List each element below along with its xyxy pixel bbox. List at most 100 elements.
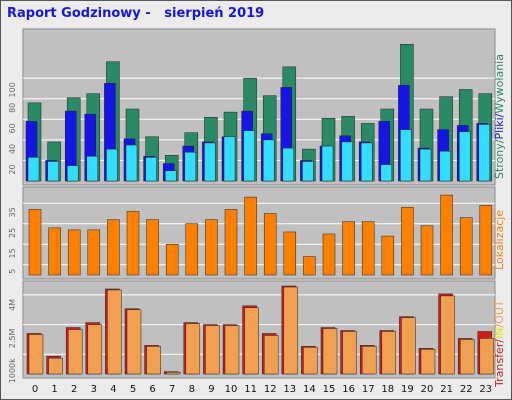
- bar-lokalizacje: [401, 207, 414, 276]
- legend-transfer: Transfer: [493, 342, 506, 388]
- y-tick-label: 40: [8, 144, 17, 154]
- bar-lokalizacje: [420, 225, 434, 276]
- hour-label: 7: [169, 384, 175, 395]
- bar-wywolania: [164, 170, 177, 182]
- y-tick-label: 15: [8, 248, 17, 258]
- y-tick-label: 100: [8, 82, 17, 97]
- bar-lokalizacje: [479, 205, 493, 276]
- legend-transfer-in-out: Transfer/IN/OUT: [493, 300, 506, 388]
- bar-out: [303, 347, 318, 375]
- y-tick-label: 2.5M: [8, 328, 17, 348]
- y-tick-labels: 20 40 60 80 100 5 15 25 35 1000k 2.5M 4M: [8, 82, 17, 383]
- bar-wywolania: [439, 150, 451, 182]
- hour-label: 18: [381, 384, 394, 395]
- hour-label: 17: [362, 384, 375, 395]
- bar-out: [381, 331, 397, 375]
- bar-out: [146, 346, 161, 375]
- bar-out: [28, 334, 44, 375]
- bar-wywolania: [341, 141, 353, 182]
- bar-out: [440, 295, 455, 375]
- bar-wywolania: [321, 145, 334, 182]
- bar-lokalizacje: [303, 256, 316, 276]
- bar-out: [322, 328, 338, 375]
- bar-wywolania: [66, 165, 79, 182]
- bar-wywolania: [262, 139, 275, 182]
- hour-label: 6: [149, 384, 155, 395]
- bar-lokalizacje: [48, 227, 61, 276]
- bar-lokalizacje: [126, 211, 140, 276]
- bar-out: [401, 317, 416, 375]
- hour-label: 12: [264, 384, 277, 395]
- bar-lokalizacje: [263, 213, 277, 276]
- bars: [25, 44, 495, 375]
- legend-lokalizacje: Lokalizacje: [493, 210, 506, 270]
- bar-lokalizacje: [224, 209, 238, 276]
- bar-lokalizacje: [107, 219, 120, 276]
- bar-lokalizacje: [342, 221, 355, 276]
- report-title: Raport Godzinowy - sierpień 2019: [7, 6, 265, 21]
- hour-label: 21: [440, 384, 453, 395]
- bar-out: [165, 371, 181, 375]
- bar-lokalizacje: [185, 223, 199, 276]
- y-tick-label: 5: [8, 269, 17, 274]
- legend-wywolania: Wywołania: [493, 54, 506, 114]
- bar-out: [263, 335, 279, 375]
- panel-strony-background: [22, 28, 496, 186]
- bar-out: [107, 289, 122, 375]
- legend-strony: Strony: [493, 143, 506, 179]
- bar-out: [48, 357, 63, 375]
- legend-separator: /: [493, 113, 506, 117]
- bar-lokalizacje: [165, 244, 179, 276]
- bar-wywolania: [47, 161, 59, 182]
- bar-wywolania: [106, 148, 118, 182]
- legend-lokalizacje-label: Lokalizacje: [493, 210, 506, 270]
- y-tick-label: 25: [8, 228, 17, 238]
- legend-pliki: Pliki: [493, 117, 506, 139]
- bar-wywolania: [125, 144, 138, 182]
- y-tick-label: 60: [8, 123, 17, 133]
- bar-out: [244, 307, 259, 375]
- bar-out: [67, 329, 83, 375]
- bar-out: [126, 309, 142, 375]
- bar-wywolania: [223, 136, 236, 182]
- hour-label: 3: [91, 384, 97, 395]
- y-tick-label: 1000k: [8, 358, 17, 383]
- bar-out: [205, 325, 220, 375]
- bar-out: [87, 324, 103, 375]
- bar-lokalizacje: [381, 235, 395, 276]
- bar-lokalizacje: [440, 194, 453, 276]
- hour-label: 4: [110, 384, 116, 395]
- hour-label: 9: [208, 384, 214, 395]
- bar-out: [224, 325, 240, 375]
- y-tick-label: 4M: [8, 299, 17, 311]
- legend-separator: /: [493, 139, 506, 143]
- bar-lokalizacje: [28, 209, 42, 276]
- bar-wywolania: [145, 157, 157, 182]
- bar-wywolania: [204, 142, 216, 182]
- bar-out: [479, 338, 495, 375]
- hour-label: 13: [283, 384, 296, 395]
- bar-lokalizacje: [205, 219, 218, 276]
- bar-wywolania: [400, 129, 412, 182]
- bar-lokalizacje: [283, 231, 297, 276]
- bar-lokalizacje: [67, 229, 81, 276]
- bar-wywolania: [360, 142, 373, 182]
- hour-label: 2: [71, 384, 77, 395]
- bar-wywolania: [458, 131, 471, 182]
- hour-label: 14: [303, 384, 316, 395]
- legend-out: OUT: [493, 300, 506, 324]
- hour-label: 15: [323, 384, 336, 395]
- bar-out: [420, 349, 436, 375]
- bar-wywolania: [282, 147, 295, 182]
- hour-label: 22: [460, 384, 473, 395]
- hour-label: 16: [342, 384, 355, 395]
- hour-label: 11: [244, 384, 257, 395]
- hour-label: 23: [479, 384, 492, 395]
- hour-label: 1: [51, 384, 57, 395]
- bar-wywolania: [419, 148, 432, 182]
- bar-wywolania: [86, 156, 99, 182]
- bar-lokalizacje: [146, 219, 159, 276]
- hour-label: 8: [189, 384, 195, 395]
